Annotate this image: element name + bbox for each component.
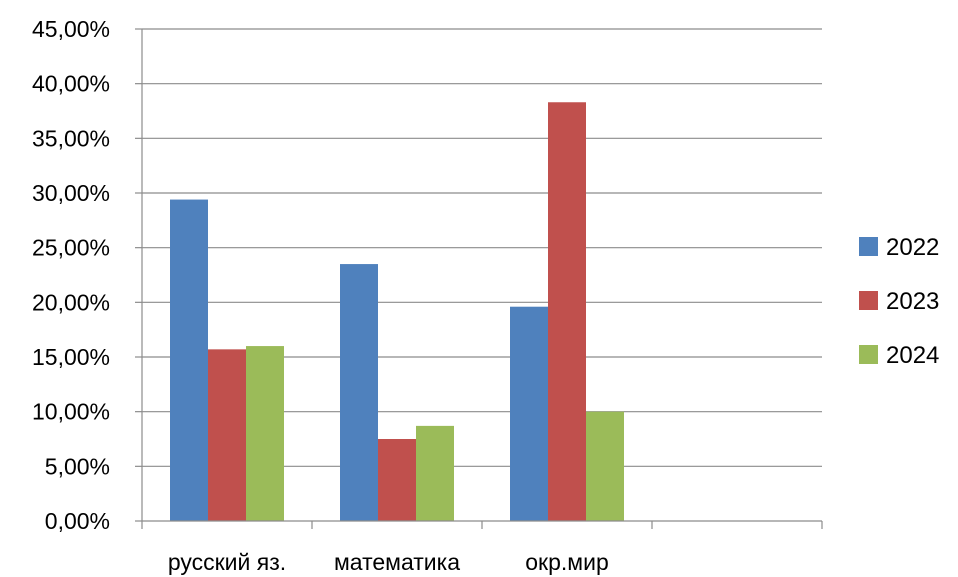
y-tick-label: 5,00% [45, 453, 110, 479]
bar-2022-русский яз. [170, 199, 208, 521]
bar-2024-математика [416, 425, 454, 521]
bars [170, 102, 624, 522]
bar-2022-математика [340, 264, 378, 521]
bar-2022-окр.мир [510, 306, 548, 521]
x-category-label: математика [334, 549, 460, 575]
y-tick-label: 45,00% [32, 16, 110, 42]
x-category-label: русский яз. [168, 549, 286, 575]
y-tick-label: 30,00% [32, 180, 110, 206]
legend-label: 2022 [886, 234, 939, 261]
axes [135, 28, 823, 529]
y-tick-label: 35,00% [32, 125, 110, 151]
legend: 2022 2023 2024 [859, 234, 939, 369]
x-axis-category-labels: русский яз. математика окр.мир [168, 549, 609, 575]
legend-swatch-2023 [859, 291, 878, 310]
y-axis-tick-labels: 0,00% 5,00% 10,00% 15,00% 20,00% 25,00% 30,00%… [32, 16, 110, 534]
bar-2024-окр.мир [586, 411, 624, 521]
bar-2023-математика [378, 439, 416, 521]
x-category-label: окр.мир [525, 549, 609, 575]
bar-2023-окр.мир [548, 102, 586, 522]
y-tick-label: 20,00% [32, 289, 110, 315]
y-tick-label: 25,00% [32, 235, 110, 261]
y-tick-label: 10,00% [32, 399, 110, 425]
legend-label: 2024 [886, 342, 939, 369]
y-tick-label: 0,00% [45, 508, 110, 534]
bar-2023-русский яз. [208, 349, 246, 521]
legend-swatch-2024 [859, 345, 878, 364]
y-tick-label: 15,00% [32, 344, 110, 370]
legend-swatch-2022 [859, 237, 878, 256]
legend-label: 2023 [886, 288, 939, 315]
y-tick-label: 40,00% [32, 71, 110, 97]
bar-2024-русский яз. [246, 346, 284, 521]
